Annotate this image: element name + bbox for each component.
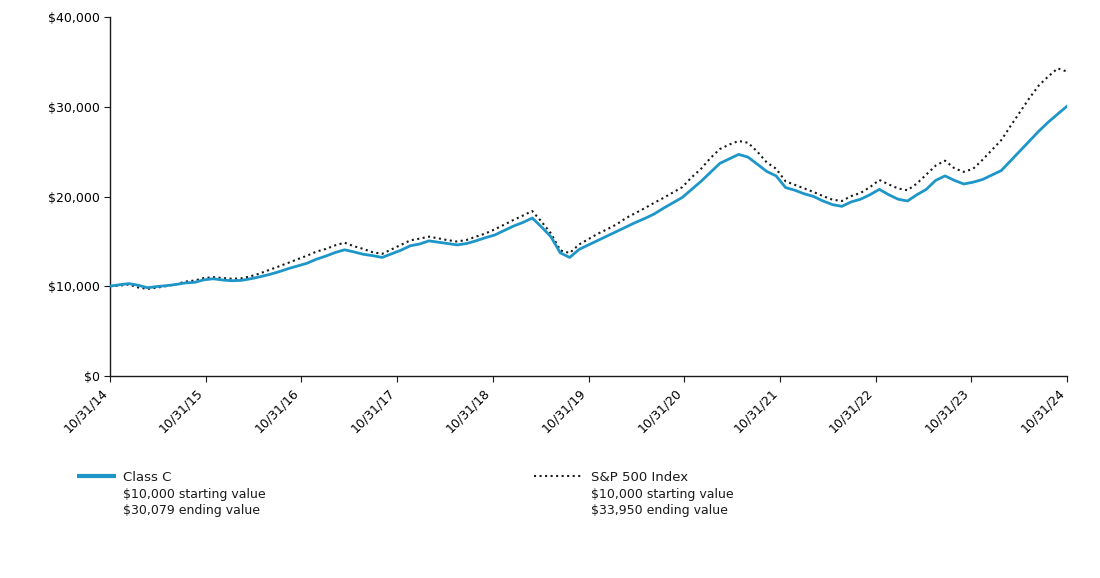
Text: $10,000 starting value: $10,000 starting value — [591, 488, 734, 501]
Text: S&P 500 Index: S&P 500 Index — [591, 471, 688, 484]
Text: $30,079 ending value: $30,079 ending value — [123, 504, 261, 517]
Text: Class C: Class C — [123, 471, 172, 484]
Text: $10,000 starting value: $10,000 starting value — [123, 488, 266, 501]
Text: $33,950 ending value: $33,950 ending value — [591, 504, 727, 517]
